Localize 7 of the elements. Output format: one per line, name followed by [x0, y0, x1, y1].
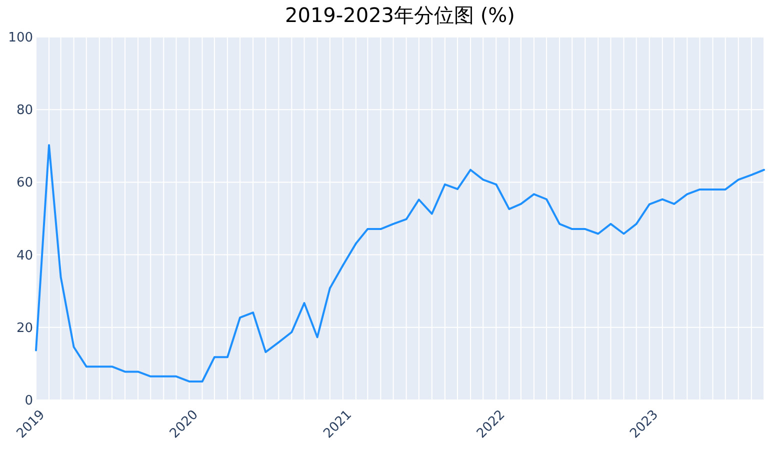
y-tick-label: 60 [16, 176, 33, 191]
y-tick-label: 20 [16, 320, 33, 336]
y-tick-label: 0 [24, 394, 33, 408]
title: 2019-2023年分位图 (%) [285, 3, 515, 27]
y-tick-label: 100 [8, 30, 33, 46]
y-tick-label: 80 [16, 103, 33, 118]
y-tick-label: 40 [16, 248, 33, 264]
